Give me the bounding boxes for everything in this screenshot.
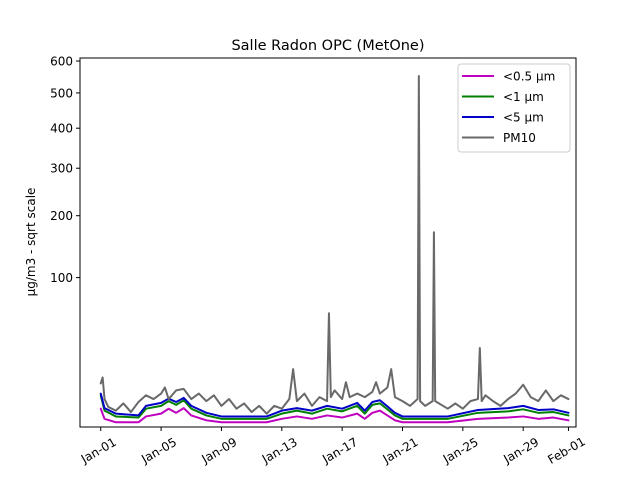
y-axis-label: µg/m3 - sqrt scale [24,188,38,297]
y-tick-label: 400 [50,122,73,136]
y-tick-label: 600 [50,55,73,69]
legend: <0.5 µm <1 µm <5 µm PM10 [457,63,571,153]
y-tick-label: 300 [50,162,73,176]
y-tick-label: 100 [50,271,73,285]
plot-area [79,57,577,428]
y-axis: 100 200 300 400 500 600 [50,55,80,285]
series-layer [99,74,570,424]
legend-label: <5 µm [503,111,544,125]
series-line-2 [99,392,570,418]
legend-box [457,63,571,153]
y-tick-label: 200 [50,209,73,223]
chart-title: Salle Radon OPC (MetOne) [231,38,424,54]
series-line-1 [99,394,570,420]
legend-label: <1 µm [503,90,544,104]
plot-frame [79,57,577,428]
series-line-0 [99,407,570,424]
series-line-3 [99,74,570,415]
legend-label: <0.5 µm [503,70,555,84]
legend-label: PM10 [503,131,536,145]
y-tick-label: 500 [50,86,73,100]
